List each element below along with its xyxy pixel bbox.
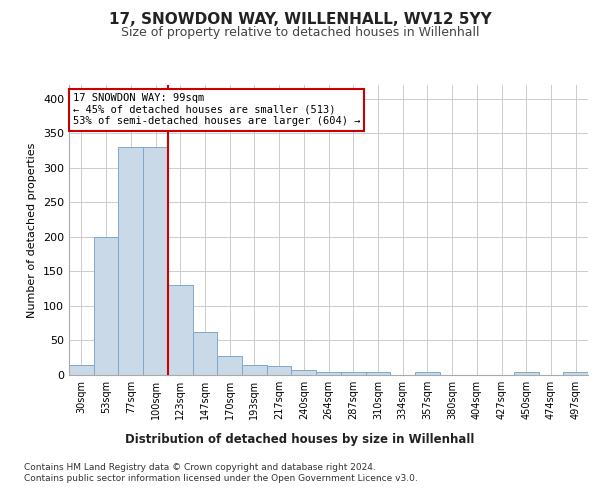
Bar: [143, 147, 168, 375]
Bar: [267, 366, 292, 375]
Bar: [193, 332, 217, 375]
Text: 17, SNOWDON WAY, WILLENHALL, WV12 5YY: 17, SNOWDON WAY, WILLENHALL, WV12 5YY: [109, 12, 491, 28]
Bar: [316, 372, 341, 375]
Bar: [242, 364, 267, 375]
Bar: [292, 370, 316, 375]
Text: Distribution of detached houses by size in Willenhall: Distribution of detached houses by size …: [125, 432, 475, 446]
Bar: [514, 372, 539, 375]
Bar: [365, 372, 390, 375]
Text: 17 SNOWDON WAY: 99sqm
← 45% of detached houses are smaller (513)
53% of semi-det: 17 SNOWDON WAY: 99sqm ← 45% of detached …: [73, 94, 360, 126]
Bar: [563, 372, 588, 375]
Y-axis label: Number of detached properties: Number of detached properties: [28, 142, 37, 318]
Bar: [217, 356, 242, 375]
Text: Contains public sector information licensed under the Open Government Licence v3: Contains public sector information licen…: [24, 474, 418, 483]
Bar: [118, 147, 143, 375]
Bar: [94, 237, 118, 375]
Bar: [415, 372, 440, 375]
Text: Size of property relative to detached houses in Willenhall: Size of property relative to detached ho…: [121, 26, 479, 39]
Bar: [69, 364, 94, 375]
Bar: [168, 285, 193, 375]
Text: Contains HM Land Registry data © Crown copyright and database right 2024.: Contains HM Land Registry data © Crown c…: [24, 462, 376, 471]
Bar: [341, 372, 365, 375]
